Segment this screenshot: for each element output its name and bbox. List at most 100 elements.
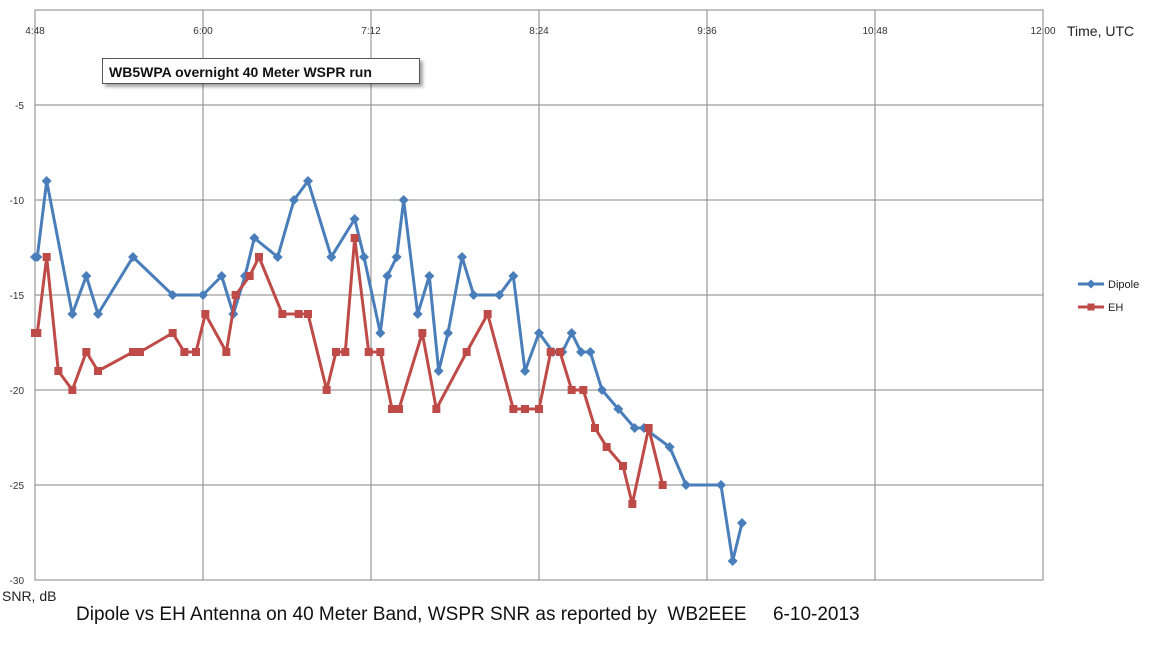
data-point bbox=[192, 348, 200, 356]
data-point bbox=[664, 442, 675, 452]
data-point bbox=[433, 366, 444, 376]
data-point bbox=[375, 328, 386, 338]
x-tick-label: 7:12 bbox=[361, 26, 381, 37]
data-point bbox=[128, 252, 138, 262]
data-point bbox=[332, 348, 340, 356]
data-point bbox=[432, 405, 441, 413]
data-point bbox=[326, 252, 337, 262]
data-point bbox=[585, 347, 596, 357]
data-point bbox=[619, 462, 627, 470]
data-point bbox=[54, 367, 63, 375]
legend-label: EH bbox=[1108, 302, 1123, 314]
x-tick-label: 8:24 bbox=[529, 26, 549, 37]
data-point bbox=[198, 290, 208, 300]
data-point bbox=[289, 195, 299, 205]
y-tick-label: -20 bbox=[10, 386, 25, 397]
x-tick-label: 9:36 bbox=[697, 26, 717, 37]
data-point bbox=[32, 252, 43, 262]
data-point bbox=[483, 310, 492, 318]
data-point bbox=[681, 480, 691, 490]
data-point bbox=[418, 329, 427, 337]
data-point bbox=[644, 424, 653, 432]
data-point bbox=[727, 556, 738, 566]
y-tick-labels: -5 -10 -15 -20 -25 -30 bbox=[10, 101, 25, 587]
data-point bbox=[579, 386, 588, 394]
y-tick-label: -25 bbox=[10, 481, 25, 492]
data-point bbox=[412, 309, 423, 319]
data-point bbox=[222, 348, 231, 356]
data-point bbox=[520, 366, 530, 376]
y-tick-label: -5 bbox=[15, 101, 24, 112]
data-point bbox=[737, 518, 747, 528]
data-point bbox=[576, 347, 586, 357]
data-point bbox=[457, 252, 467, 262]
data-point bbox=[304, 310, 312, 318]
data-point bbox=[591, 424, 599, 432]
data-point bbox=[567, 386, 576, 394]
data-point bbox=[716, 480, 726, 490]
data-point bbox=[521, 405, 529, 413]
data-point bbox=[424, 271, 435, 281]
data-point bbox=[628, 500, 637, 508]
data-point bbox=[508, 271, 519, 281]
data-point bbox=[216, 271, 227, 281]
data-point bbox=[67, 309, 78, 319]
data-point bbox=[341, 348, 350, 356]
x-tick-label: 6:00 bbox=[193, 26, 213, 37]
data-point bbox=[556, 348, 564, 356]
y-tick-label: -10 bbox=[10, 196, 25, 207]
data-point bbox=[388, 405, 396, 413]
data-point bbox=[272, 252, 283, 262]
data-point bbox=[303, 176, 313, 186]
data-point bbox=[180, 348, 189, 356]
data-point bbox=[359, 252, 369, 262]
data-point bbox=[94, 367, 102, 375]
data-point bbox=[41, 176, 52, 186]
data-point bbox=[382, 271, 393, 281]
data-point bbox=[1087, 303, 1095, 311]
data-point bbox=[201, 310, 210, 318]
data-point bbox=[68, 386, 77, 394]
data-point bbox=[535, 405, 543, 413]
data-point bbox=[398, 195, 409, 205]
data-point bbox=[129, 348, 137, 356]
chart-title: WB5WPA overnight 40 Meter WSPR run bbox=[102, 58, 420, 84]
data-point bbox=[350, 234, 359, 242]
data-point bbox=[349, 214, 360, 224]
legend: Dipole EH bbox=[1078, 279, 1139, 314]
legend-item: Dipole bbox=[1078, 279, 1139, 291]
data-point bbox=[231, 291, 240, 299]
data-point bbox=[597, 385, 607, 395]
data-point bbox=[245, 272, 254, 280]
data-point bbox=[33, 329, 42, 337]
data-point bbox=[168, 329, 177, 337]
data-point bbox=[391, 252, 402, 262]
x-tick-label: 12:00 bbox=[1030, 26, 1055, 37]
legend-label: Dipole bbox=[1108, 279, 1139, 291]
data-point bbox=[534, 328, 544, 338]
data-point bbox=[509, 405, 518, 413]
data-point bbox=[42, 253, 51, 261]
data-point bbox=[136, 348, 144, 356]
y-tick-label: -30 bbox=[10, 576, 25, 587]
data-point bbox=[255, 253, 263, 261]
data-point bbox=[322, 386, 331, 394]
data-point bbox=[462, 348, 471, 356]
data-point bbox=[1086, 279, 1096, 289]
data-point bbox=[81, 271, 92, 281]
data-point bbox=[395, 405, 403, 413]
data-point bbox=[167, 290, 178, 300]
data-point bbox=[613, 404, 624, 414]
data-point bbox=[93, 309, 103, 319]
data-point bbox=[443, 328, 453, 338]
data-point bbox=[658, 481, 667, 489]
data-point bbox=[602, 443, 611, 451]
data-point bbox=[364, 348, 373, 356]
series-layer bbox=[30, 176, 747, 566]
x-tick-label: 10:48 bbox=[862, 26, 887, 37]
chart-caption: Dipole vs EH Antenna on 40 Meter Band, W… bbox=[76, 604, 860, 625]
x-tick-label: 4:48 bbox=[25, 26, 45, 37]
x-axis-label: Time, UTC bbox=[1067, 23, 1134, 39]
series-dipole bbox=[30, 176, 747, 566]
y-axis-label: SNR, dB bbox=[2, 588, 56, 604]
